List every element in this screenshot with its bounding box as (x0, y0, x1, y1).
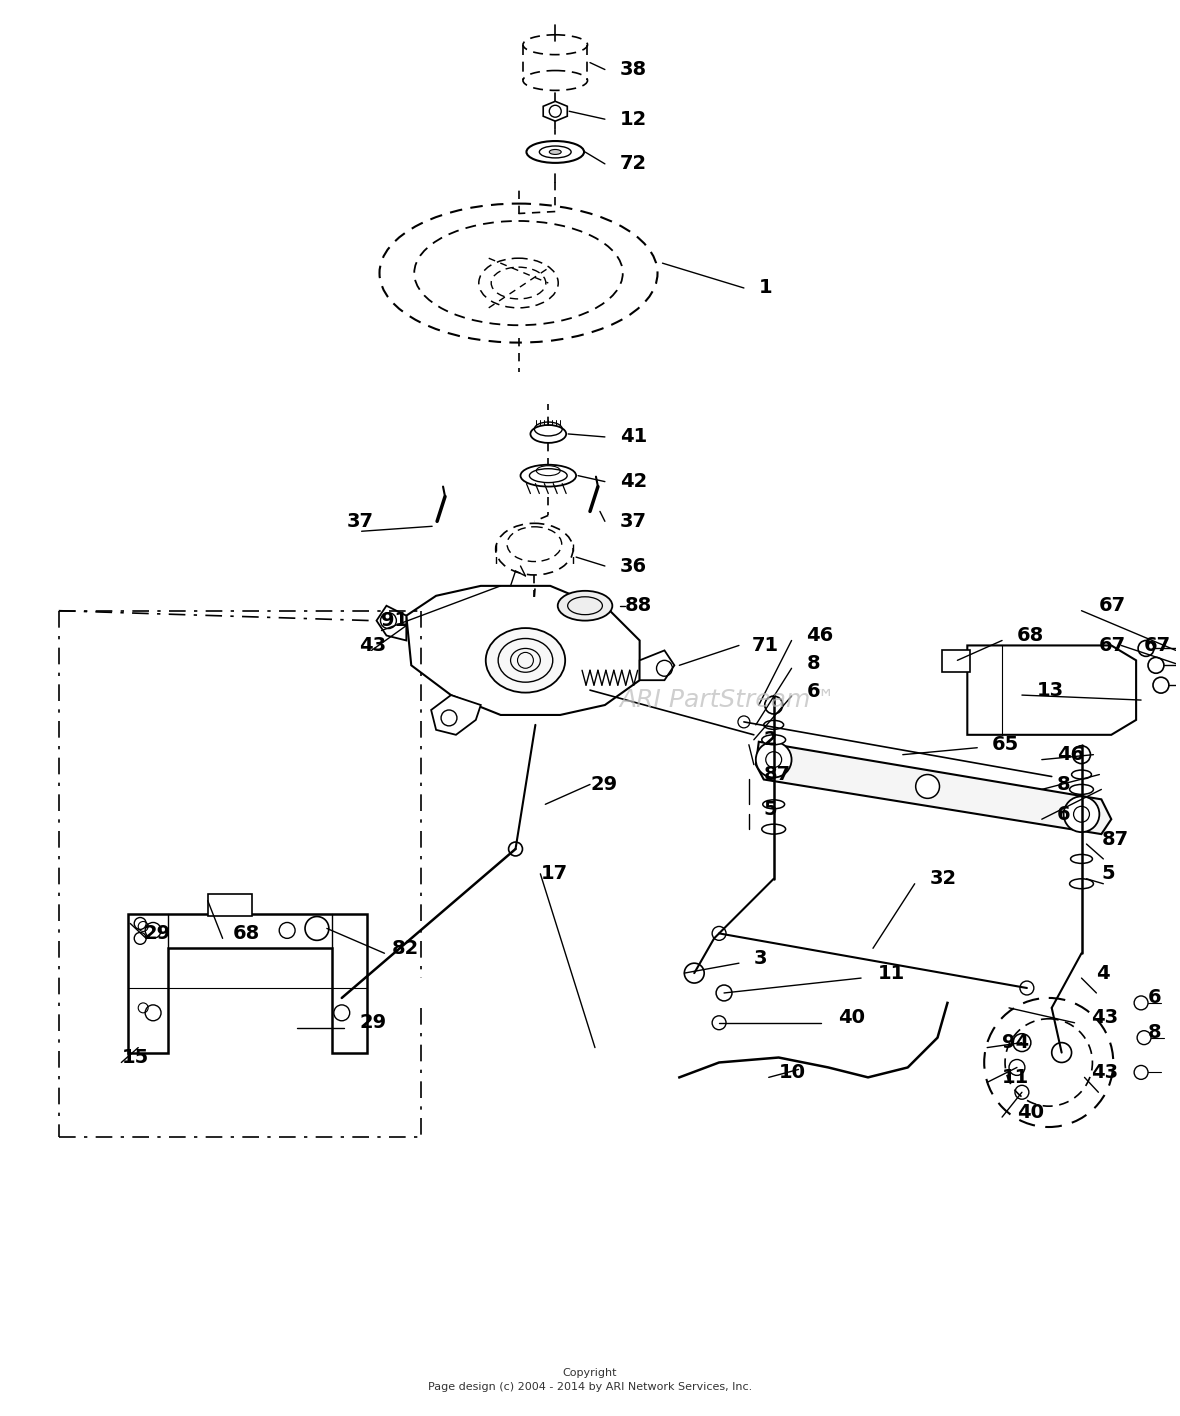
Ellipse shape (762, 735, 786, 745)
Text: 42: 42 (620, 472, 647, 491)
Text: 40: 40 (838, 1008, 865, 1027)
Text: 67: 67 (1099, 596, 1126, 615)
Circle shape (756, 742, 792, 777)
Circle shape (1134, 995, 1148, 1010)
Circle shape (280, 922, 295, 939)
Circle shape (713, 1015, 726, 1029)
Circle shape (1134, 1065, 1148, 1079)
Text: 37: 37 (620, 511, 647, 531)
Text: 68: 68 (1017, 626, 1044, 646)
Text: 8: 8 (1056, 775, 1070, 794)
FancyBboxPatch shape (943, 650, 970, 673)
Text: 3: 3 (754, 949, 767, 967)
FancyBboxPatch shape (208, 893, 253, 916)
Ellipse shape (1069, 784, 1094, 794)
Polygon shape (376, 606, 406, 640)
Text: 17: 17 (540, 864, 568, 884)
Text: 65: 65 (992, 735, 1020, 755)
Polygon shape (756, 742, 1112, 834)
Circle shape (145, 1005, 160, 1021)
Ellipse shape (549, 150, 562, 154)
Text: 36: 36 (620, 556, 647, 575)
Ellipse shape (762, 824, 786, 834)
Text: 67: 67 (1145, 636, 1172, 656)
Circle shape (1073, 746, 1090, 763)
Text: 94: 94 (1002, 1034, 1029, 1052)
Circle shape (145, 922, 160, 939)
Text: 2: 2 (763, 731, 778, 749)
Text: 43: 43 (1092, 1063, 1119, 1082)
Ellipse shape (486, 629, 565, 692)
Text: ARI PartStream™: ARI PartStream™ (620, 688, 837, 712)
Ellipse shape (763, 721, 784, 729)
Text: 13: 13 (1037, 681, 1064, 700)
Text: 43: 43 (1092, 1008, 1119, 1027)
Text: 6: 6 (1148, 988, 1161, 1007)
Text: 29: 29 (143, 923, 170, 943)
Ellipse shape (1069, 879, 1094, 889)
Text: 11: 11 (1002, 1068, 1029, 1087)
Polygon shape (968, 646, 1136, 735)
Text: 68: 68 (232, 923, 260, 943)
Polygon shape (543, 102, 568, 122)
Text: 67: 67 (1099, 636, 1126, 656)
Text: 5: 5 (1101, 864, 1115, 884)
Text: 41: 41 (620, 428, 647, 446)
Text: 5: 5 (763, 800, 778, 818)
Circle shape (334, 1005, 349, 1021)
Text: 87: 87 (1101, 830, 1128, 848)
Ellipse shape (762, 800, 785, 809)
Text: 91: 91 (381, 612, 408, 630)
Text: 46: 46 (1056, 745, 1084, 765)
Text: 37: 37 (347, 511, 374, 531)
Ellipse shape (520, 464, 576, 487)
Circle shape (1020, 981, 1034, 995)
Text: 46: 46 (806, 626, 834, 646)
Text: 8: 8 (1148, 1024, 1161, 1042)
Text: 10: 10 (779, 1063, 806, 1082)
Ellipse shape (558, 590, 612, 620)
Circle shape (1015, 1085, 1029, 1099)
Text: 87: 87 (763, 765, 791, 784)
Circle shape (1063, 796, 1100, 833)
Polygon shape (431, 695, 480, 735)
Text: 40: 40 (1017, 1103, 1044, 1121)
Text: 38: 38 (620, 59, 647, 79)
Circle shape (713, 926, 726, 940)
Text: 82: 82 (392, 939, 419, 957)
Ellipse shape (1071, 770, 1092, 779)
Text: 32: 32 (930, 869, 957, 888)
Text: 43: 43 (359, 636, 386, 656)
Circle shape (1138, 1031, 1150, 1045)
Text: Copyright
Page design (c) 2004 - 2014 by ARI Network Services, Inc.: Copyright Page design (c) 2004 - 2014 by… (428, 1368, 752, 1392)
Polygon shape (640, 650, 675, 680)
Text: 29: 29 (590, 775, 617, 794)
Text: 6: 6 (806, 681, 820, 701)
Text: 71: 71 (752, 636, 779, 656)
Polygon shape (129, 913, 367, 1052)
Circle shape (304, 916, 329, 940)
Ellipse shape (531, 425, 566, 443)
Text: 12: 12 (620, 109, 647, 129)
Text: 6: 6 (1056, 804, 1070, 824)
Ellipse shape (1070, 854, 1093, 864)
Text: 1: 1 (759, 279, 773, 297)
Text: 11: 11 (878, 964, 905, 983)
Text: 88: 88 (624, 596, 653, 615)
Text: 8: 8 (806, 654, 820, 673)
Text: 4: 4 (1096, 964, 1110, 983)
Circle shape (916, 775, 939, 799)
Circle shape (765, 697, 782, 714)
Polygon shape (406, 586, 640, 715)
Text: 72: 72 (620, 154, 647, 173)
Text: 29: 29 (360, 1014, 387, 1032)
Circle shape (684, 963, 704, 983)
Circle shape (1051, 1042, 1071, 1062)
Text: 15: 15 (122, 1048, 149, 1068)
